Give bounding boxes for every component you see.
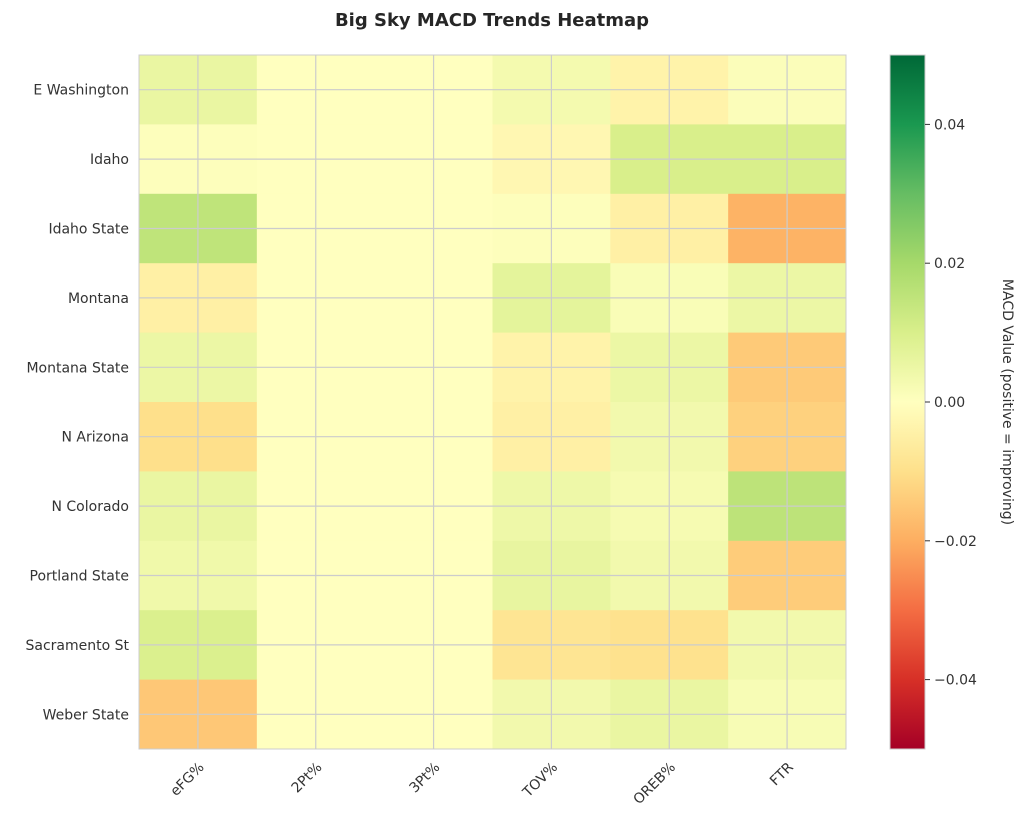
row-labels: E Washington Idaho Idaho State Montana Monta… (25, 83, 129, 724)
colorbar-tick-label: −0.02 (934, 534, 977, 550)
heatmap-gridlines (139, 55, 846, 749)
colorbar-tick-label: 0.02 (934, 256, 965, 272)
row-label: N Arizona (61, 430, 129, 446)
row-label: Weber State (43, 707, 129, 723)
row-label: Idaho State (48, 222, 129, 238)
row-label: E Washington (33, 83, 129, 99)
row-label: Montana (68, 291, 129, 307)
colorbar-tick-label: −0.04 (934, 673, 977, 689)
column-label: eFG% (167, 759, 207, 799)
column-label: TOV% (519, 759, 561, 801)
row-label: Portland State (30, 569, 130, 585)
chart-title: Big Sky MACD Trends Heatmap (335, 10, 649, 31)
colorbar-tick-label: 0.00 (934, 395, 965, 411)
column-label: 2Pt% (289, 759, 326, 796)
row-label: Montana State (26, 360, 129, 376)
colorbar-label: MACD Value (positive = improving) (999, 279, 1015, 525)
column-label: FTR (767, 759, 797, 789)
row-label: Sacramento St (25, 638, 129, 654)
colorbar (889, 54, 926, 750)
column-label: 3Pt% (406, 759, 443, 796)
colorbar-ticks: 0.04 0.02 0.00 −0.02 −0.04 (925, 117, 977, 689)
column-label: OREB% (631, 759, 679, 807)
colorbar-tick-label: 0.04 (934, 117, 965, 133)
column-labels: eFG% 2Pt% 3Pt% TOV% OREB% FTR (167, 759, 797, 808)
row-label: Idaho (90, 152, 129, 168)
plot-frame (138, 54, 847, 750)
row-label: N Colorado (51, 499, 129, 515)
